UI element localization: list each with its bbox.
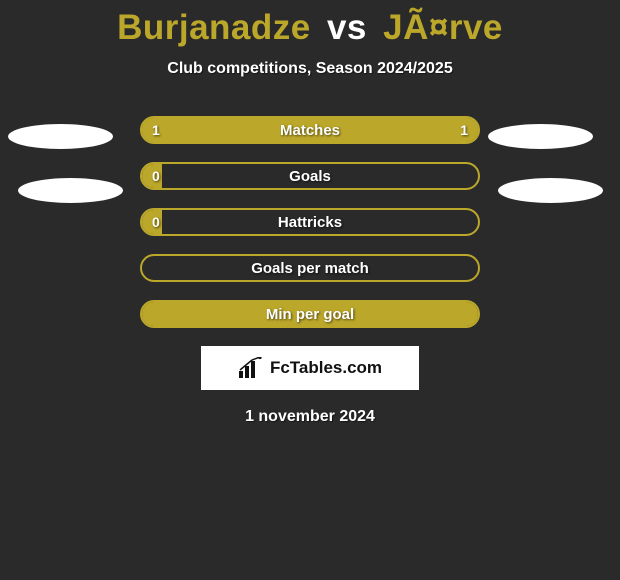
- stat-row: Hattricks0: [140, 208, 480, 236]
- bars-icon: [238, 357, 264, 379]
- decorative-ellipse: [498, 178, 603, 203]
- stat-value-right: 1: [460, 118, 468, 142]
- date-line: 1 november 2024: [0, 408, 620, 426]
- title-vs: vs: [327, 8, 367, 47]
- fctables-logo: FcTables.com: [238, 357, 382, 379]
- stat-label: Matches: [142, 118, 478, 142]
- title-player2: JÃ¤rve: [383, 8, 503, 47]
- source-badge: FcTables.com: [201, 346, 419, 390]
- stat-label: Goals per match: [142, 256, 478, 280]
- stat-value-left: 1: [152, 118, 160, 142]
- decorative-ellipse: [18, 178, 123, 203]
- stat-value-left: 0: [152, 210, 160, 234]
- stat-label: Min per goal: [142, 302, 478, 326]
- stat-row: Goals0: [140, 162, 480, 190]
- subtitle: Club competitions, Season 2024/2025: [0, 60, 620, 78]
- page-title: Burjanadze vs JÃ¤rve: [0, 0, 620, 48]
- stat-value-left: 0: [152, 164, 160, 188]
- badge-text: FcTables.com: [270, 358, 382, 378]
- stat-row: Min per goal: [140, 300, 480, 328]
- stat-row: Goals per match: [140, 254, 480, 282]
- title-player1: Burjanadze: [117, 8, 311, 47]
- decorative-ellipse: [8, 124, 113, 149]
- decorative-ellipse: [488, 124, 593, 149]
- stat-row: Matches1 1: [140, 116, 480, 144]
- stat-label: Goals: [142, 164, 478, 188]
- stat-label: Hattricks: [142, 210, 478, 234]
